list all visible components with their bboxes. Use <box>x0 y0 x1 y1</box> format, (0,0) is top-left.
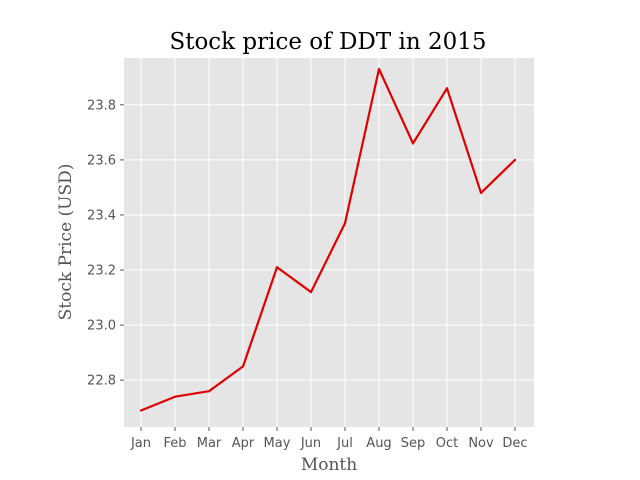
x-tick-label: Aug <box>366 436 391 451</box>
y-tick-label: 22.8 <box>87 374 116 389</box>
x-tick-label: Jan <box>130 436 151 451</box>
x-tick-label: Jun <box>300 436 321 451</box>
y-axis-ticks: 22.8 23.0 23.2 23.4 23.6 23.8 <box>87 98 124 389</box>
data-point <box>479 191 483 195</box>
data-point <box>343 222 347 225</box>
y-tick-label: 23.2 <box>87 264 116 279</box>
grid-lines <box>124 58 534 427</box>
y-tick-label: 23.6 <box>87 153 116 168</box>
data-point <box>411 142 415 145</box>
data-point <box>139 409 143 412</box>
data-point <box>309 290 313 294</box>
x-axis-ticks: Jan Feb Mar Apr May Jun Jul Aug Sep Oct Nov Dec <box>130 427 528 451</box>
plot-area <box>124 58 534 427</box>
data-point <box>377 67 381 71</box>
x-axis-label: Month <box>301 455 357 475</box>
data-point <box>513 158 517 161</box>
chart-title: Stock price of DDT in 2015 <box>169 29 486 55</box>
x-tick-label: Sep <box>401 436 426 451</box>
x-tick-label: May <box>264 436 291 451</box>
y-tick-label: 23.4 <box>87 208 116 223</box>
x-tick-label: Nov <box>468 436 494 451</box>
data-points <box>139 67 517 412</box>
x-tick-label: Dec <box>502 436 527 451</box>
y-tick-label: 23.0 <box>87 319 116 334</box>
data-point <box>241 365 245 368</box>
y-tick-label: 23.8 <box>87 98 116 113</box>
series-line <box>140 67 516 412</box>
data-point <box>173 395 177 398</box>
y-axis-label: Stock Price (USD) <box>56 164 76 321</box>
x-tick-label: Apr <box>232 436 255 451</box>
x-tick-label: Jul <box>336 436 353 451</box>
x-tick-label: Mar <box>197 436 222 451</box>
x-tick-label: Feb <box>163 436 186 451</box>
data-point <box>275 266 279 269</box>
data-point <box>445 87 449 90</box>
x-tick-label: Oct <box>436 436 458 451</box>
data-point <box>207 390 211 393</box>
